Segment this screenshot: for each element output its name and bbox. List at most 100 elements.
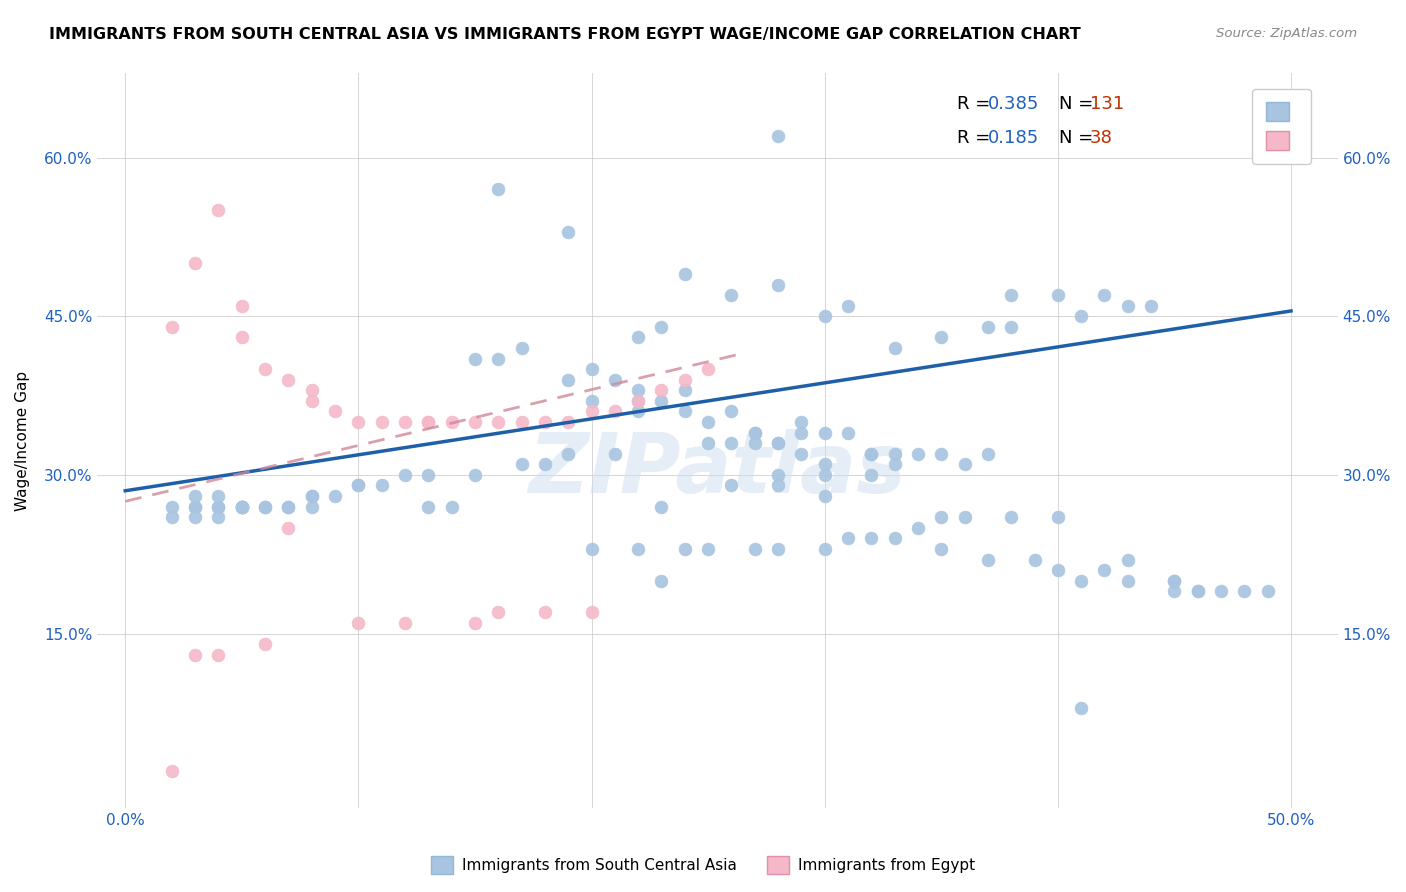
Point [370,478,392,492]
Point [697,415,720,429]
Point [766,467,789,482]
Point [1024,552,1046,566]
Point [510,458,533,472]
Point [907,521,929,535]
Point [534,458,557,472]
Point [277,500,299,514]
Point [697,436,720,450]
Point [277,521,299,535]
Point [464,467,486,482]
Point [207,203,229,218]
Point [860,447,883,461]
Point [581,606,603,620]
Point [301,384,323,398]
Point [953,510,976,524]
Point [1116,574,1139,588]
Point [557,447,579,461]
Point [650,574,672,588]
Point [814,489,837,503]
Point [603,447,626,461]
Point [627,541,650,556]
Point [347,415,370,429]
Point [1187,584,1209,599]
Point [814,310,837,324]
Point [744,425,766,440]
Point [1163,584,1185,599]
Point [184,256,207,270]
Point [929,330,952,344]
Point [510,415,533,429]
Point [1187,584,1209,599]
Point [418,415,440,429]
Point [766,436,789,450]
Point [231,299,253,313]
Point [370,415,392,429]
Point [673,373,696,387]
Point [744,541,766,556]
Point [720,478,742,492]
Point [720,404,742,418]
Point [486,606,509,620]
Point [394,615,416,630]
Point [1070,574,1092,588]
Point [301,489,323,503]
Point [440,500,463,514]
Point [440,415,463,429]
Point [301,500,323,514]
Point [650,393,672,408]
Point [254,362,277,376]
Point [277,373,299,387]
Point [231,500,253,514]
Text: N =: N = [1059,95,1098,113]
Point [207,500,229,514]
Point [160,319,183,334]
Legend: Immigrants from South Central Asia, Immigrants from Egypt: Immigrants from South Central Asia, Immi… [425,850,981,880]
Point [673,267,696,281]
Point [254,500,277,514]
Point [347,478,370,492]
Point [1116,552,1139,566]
Point [557,373,579,387]
Point [790,447,813,461]
Point [160,764,183,778]
Text: 38: 38 [1090,128,1112,146]
Text: IMMIGRANTS FROM SOUTH CENTRAL ASIA VS IMMIGRANTS FROM EGYPT WAGE/INCOME GAP CORR: IMMIGRANTS FROM SOUTH CENTRAL ASIA VS IM… [49,27,1081,42]
Point [1046,510,1069,524]
Point [697,541,720,556]
Point [720,288,742,302]
Point [557,225,579,239]
Point [464,415,486,429]
Point [766,277,789,292]
Point [883,532,905,546]
Point [581,362,603,376]
Point [1209,584,1232,599]
Point [720,436,742,450]
Point [160,500,183,514]
Point [929,447,952,461]
Point [394,415,416,429]
Point [766,541,789,556]
Point [977,447,1000,461]
Point [207,648,229,662]
Point [184,648,207,662]
Point [814,467,837,482]
Point [347,615,370,630]
Y-axis label: Wage/Income Gap: Wage/Income Gap [15,370,30,510]
Point [977,319,1000,334]
Point [510,341,533,355]
Point [883,447,905,461]
Point [1163,574,1185,588]
Text: 0.185: 0.185 [988,128,1039,146]
Point [1070,700,1092,714]
Point [581,541,603,556]
Point [184,500,207,514]
Point [464,615,486,630]
Point [323,489,346,503]
Text: 0.385: 0.385 [988,95,1039,113]
Text: R =: R = [957,95,995,113]
Point [603,373,626,387]
Point [207,489,229,503]
Point [534,606,557,620]
Point [1257,584,1279,599]
Point [883,341,905,355]
